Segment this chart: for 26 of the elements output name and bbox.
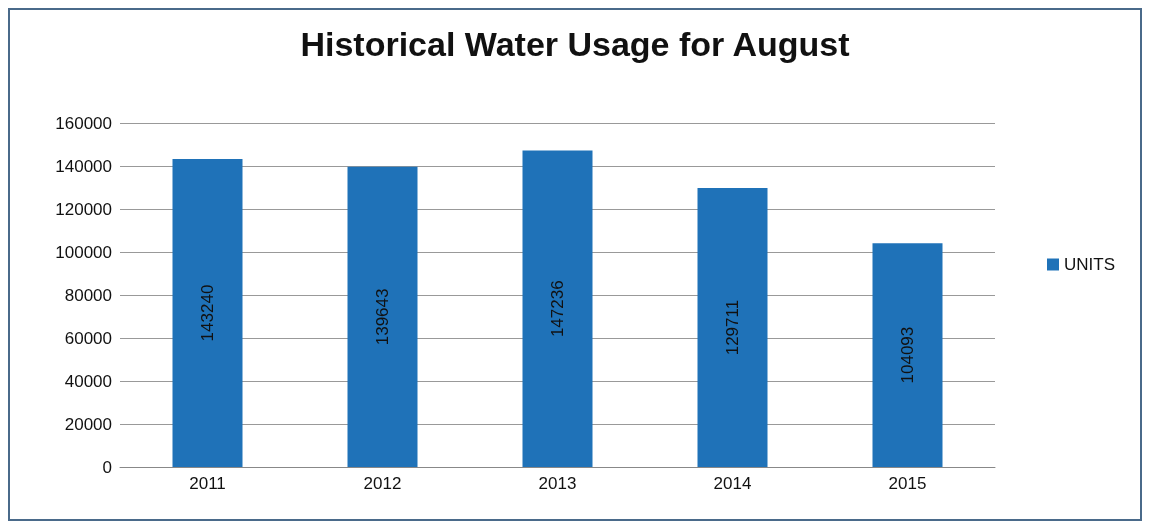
x-tick-label: 2013	[538, 474, 577, 493]
chart-title: Historical Water Usage for August	[300, 25, 850, 63]
bar	[522, 150, 593, 467]
y-tick-label: 100000	[55, 242, 112, 262]
bar	[872, 243, 943, 467]
data-label: 139643	[373, 288, 392, 346]
x-tick-label: 2011	[189, 474, 226, 493]
bar	[347, 166, 418, 467]
data-label: 104093	[898, 326, 917, 384]
data-label: 143240	[198, 284, 217, 342]
x-tick-label: 2012	[363, 474, 402, 493]
y-tick-label: 60000	[64, 328, 112, 348]
y-tick-label: 20000	[64, 414, 112, 434]
x-tick-label: 2014	[713, 474, 752, 493]
legend-label: UNITS	[1064, 255, 1115, 274]
y-tick-label: 80000	[64, 285, 112, 305]
bar	[697, 188, 768, 467]
y-tick-label: 40000	[64, 371, 112, 391]
bar	[172, 159, 243, 467]
y-tick-label: 160000	[55, 113, 112, 133]
data-label: 147236	[548, 280, 567, 338]
y-tick-label: 0	[102, 457, 112, 477]
data-label: 129711	[723, 299, 742, 356]
y-tick-label: 140000	[55, 156, 112, 176]
y-tick-label: 120000	[55, 199, 112, 219]
x-tick-label: 2015	[888, 474, 927, 493]
